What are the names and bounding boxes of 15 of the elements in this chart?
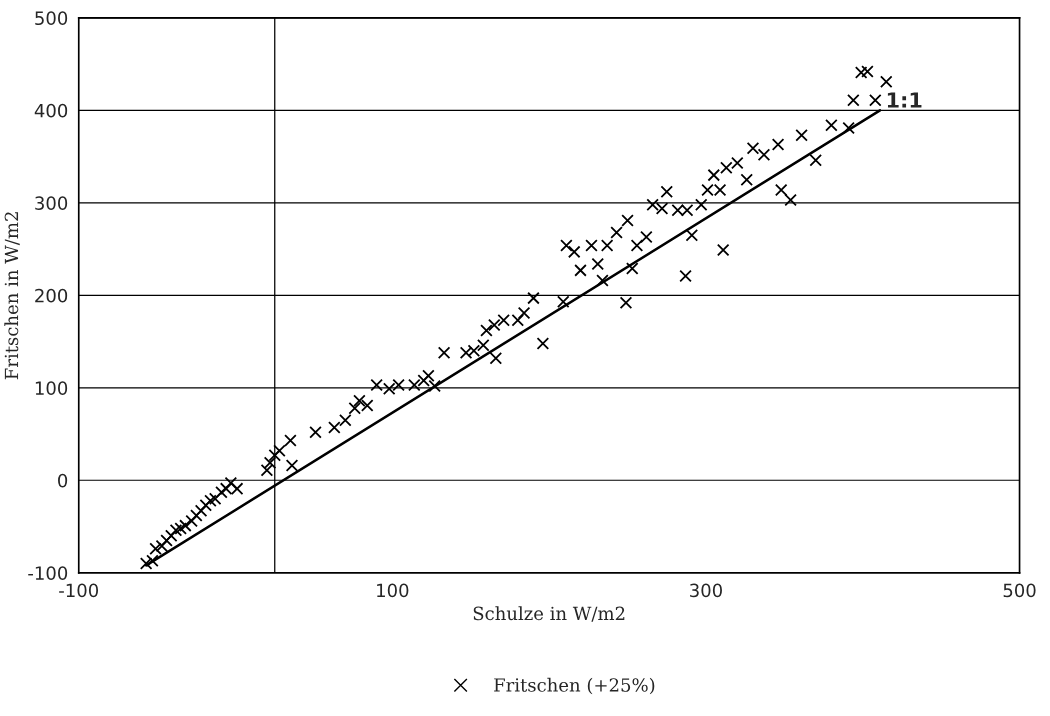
annotation: 1:1 — [887, 92, 922, 108]
y-tick-label: 500 — [35, 11, 68, 26]
x-tick-label: -100 — [59, 583, 99, 598]
x-tick-label: 100 — [377, 583, 409, 598]
y-tick-label: 0 — [58, 473, 68, 488]
x-tick-label: 300 — [690, 583, 722, 598]
y-tick-label: 100 — [35, 381, 68, 395]
y-tick-label: 400 — [34, 103, 68, 118]
legend-label: Fritschen (+25%) — [494, 677, 655, 695]
y-tick-label: 200 — [35, 288, 68, 303]
y-tick-label: -100 — [28, 566, 68, 580]
x-tick-label: 500 — [1003, 583, 1036, 598]
y-axis-title: Fritschen in W/m2 — [4, 212, 20, 380]
x-axis-title: Schulze in W/m2 — [473, 606, 625, 622]
y-tick-label: 300 — [35, 196, 68, 210]
